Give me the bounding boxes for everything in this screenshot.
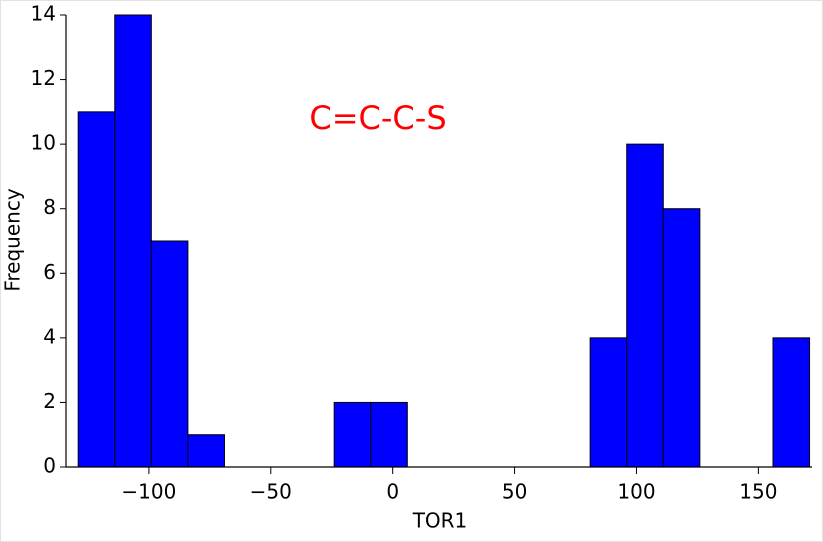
y-tick-label: 2 (43, 389, 56, 413)
bar (589, 337, 628, 468)
x-tick-label: −50 (250, 480, 292, 504)
y-tick-label: 12 (31, 66, 56, 90)
x-tick-label: 50 (502, 480, 527, 504)
bar (370, 401, 408, 468)
x-axis-label: TOR1 (412, 509, 468, 533)
bar (333, 401, 372, 468)
y-tick-label: 6 (43, 260, 56, 284)
bar (772, 337, 811, 468)
bar (187, 434, 225, 468)
y-tick-label: 14 (31, 2, 56, 26)
y-tick-label: 8 (43, 195, 56, 219)
bar (114, 14, 152, 468)
x-tick-label: 100 (617, 480, 655, 504)
x-tick-label: 0 (386, 480, 399, 504)
x-tick-label: −100 (121, 480, 176, 504)
bar (77, 111, 116, 468)
y-tick-label: 4 (43, 324, 56, 348)
y-axis-label: Frequency (1, 188, 25, 291)
bar (662, 208, 701, 468)
y-tick-label: 10 (31, 131, 56, 155)
y-tick-label: 0 (43, 454, 56, 478)
bar (150, 240, 189, 468)
annotation: C=C-C-S (309, 99, 446, 137)
bar (626, 143, 664, 468)
x-tick-label: 150 (739, 480, 777, 504)
